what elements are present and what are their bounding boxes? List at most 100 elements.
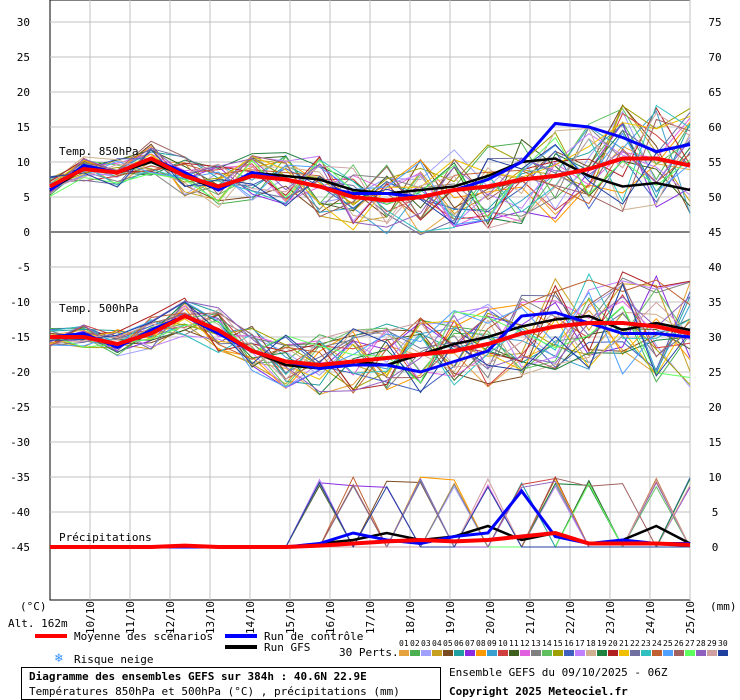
chart-title: Diagramme des ensembles GEFS sur 384h : …: [29, 670, 367, 683]
x-tick-label: 13/10: [204, 601, 217, 634]
left-tick-label: 25: [17, 51, 30, 64]
t850-gfs-line: [49, 157, 691, 195]
perturbation-swatch: [443, 650, 453, 656]
perturbation-swatch: [553, 650, 563, 656]
x-tick-label: 23/10: [604, 601, 617, 634]
right-tick-label: 25: [708, 366, 721, 379]
legend-mean-label: Moyenne des scénarios: [74, 630, 214, 643]
ensemble-run-label: Ensemble GEFS du 09/10/2025 - 06Z: [449, 666, 668, 679]
altitude-label: Alt. 162m: [8, 617, 68, 630]
perturbation-number: 29: [707, 639, 717, 648]
perturbation-swatch: [663, 650, 673, 656]
perturbation-number: 15: [553, 639, 563, 648]
left-tick-label: 20: [17, 86, 30, 99]
t500-mean-line: [50, 313, 691, 368]
perturbation-swatch: [564, 650, 574, 656]
t500-perturbation-line: [49, 271, 691, 391]
right-tick-label: 55: [708, 156, 721, 169]
t500-panel-label: Temp. 500hPa: [59, 302, 139, 315]
perturbation-swatch: [531, 650, 541, 656]
left-tick-label: -15: [10, 331, 30, 344]
perturbation-number: 17: [575, 639, 585, 648]
perturbation-swatch: [509, 650, 519, 656]
perturbation-number: 04: [432, 639, 442, 648]
t500-control-line: [49, 310, 691, 374]
x-tick-label: 10/10: [84, 601, 97, 634]
x-tick-label: 24/10: [644, 601, 657, 634]
right-tick-label: 75: [708, 16, 721, 29]
perturbation-swatch: [399, 650, 409, 656]
legend-gfs-label: Run GFS: [264, 641, 311, 654]
perturbation-swatch: [652, 650, 662, 656]
left-tick-label: 30: [17, 16, 30, 29]
t500-perturbation-line: [49, 296, 691, 393]
left-tick-label: -25: [10, 401, 30, 414]
perturbation-swatch: [586, 650, 596, 656]
perturbation-number: 26: [674, 639, 684, 648]
x-tick-label: 19/10: [444, 601, 457, 634]
snowflake-icon: ❄: [55, 651, 63, 666]
perturbation-swatch: [619, 650, 629, 656]
main-series-lines: [49, 121, 691, 549]
t850-perturbation-line: [49, 118, 691, 220]
x-tick-label: 17/10: [364, 601, 377, 634]
precip-panel-label: Précipitations: [59, 531, 152, 544]
legend-mean-swatch: [35, 634, 67, 638]
right-tick-label: 10: [708, 471, 721, 484]
perturbation-number: 30: [718, 639, 728, 648]
x-tick-label: 14/10: [244, 601, 257, 634]
perturbation-number: 18: [586, 639, 596, 648]
perturbation-swatch: [421, 650, 431, 656]
left-tick-label: -30: [10, 436, 30, 449]
perturbation-number: 08: [476, 639, 486, 648]
title-box: Diagramme des ensembles GEFS sur 384h : …: [21, 667, 441, 700]
legend-gfs-swatch: [225, 645, 257, 649]
perturbation-number: 27: [685, 639, 695, 648]
perturbation-swatch: [597, 650, 607, 656]
legend-control-label: Run de contrôle: [264, 630, 364, 643]
right-tick-label: 45: [708, 226, 721, 239]
perturbation-number: 13: [531, 639, 541, 648]
t850-perturbation-line: [49, 106, 691, 229]
chart-grid: [49, 0, 691, 601]
t850-perturbation-line: [49, 117, 691, 228]
t500-perturbation-line: [49, 279, 691, 394]
perturbation-swatch: [410, 650, 420, 656]
perturbation-number: 19: [597, 639, 607, 648]
x-tick-label: 20/10: [484, 601, 497, 634]
right-tick-label: 60: [708, 121, 721, 134]
left-tick-label: 15: [17, 121, 30, 134]
right-tick-label: 70: [708, 51, 721, 64]
perturbation-number: 21: [619, 639, 629, 648]
left-tick-label: -20: [10, 366, 30, 379]
perturbation-swatch: [520, 650, 530, 656]
x-tick-label: 15/10: [284, 601, 297, 634]
perturbation-number: 12: [520, 639, 530, 648]
perturbation-swatch: [608, 650, 618, 656]
left-tick-label: 10: [17, 156, 30, 169]
x-tick-label: 18/10: [404, 601, 417, 634]
perturbations-label: 30 Perts.: [339, 646, 399, 659]
perturbation-swatch: [465, 650, 475, 656]
perturbation-swatch: [498, 650, 508, 656]
perturbation-swatch: [542, 650, 552, 656]
perturbation-number: 11: [509, 639, 519, 648]
perturbation-number: 10: [498, 639, 508, 648]
perturbation-number: 06: [454, 639, 464, 648]
x-tick-label: 11/10: [124, 601, 137, 634]
perturbation-swatch: [630, 650, 640, 656]
copyright-label: Copyright 2025 Meteociel.fr: [449, 685, 628, 698]
left-tick-label: -40: [10, 506, 30, 519]
perturbation-swatch: [718, 650, 728, 656]
perturbation-number: 02: [410, 639, 420, 648]
right-tick-label: 35: [708, 296, 721, 309]
t500-perturbation-line: [49, 291, 691, 392]
t850-panel-label: Temp. 850hPa: [59, 145, 139, 158]
right-tick-label: 20: [708, 401, 721, 414]
perturbation-number: 03: [421, 639, 431, 648]
t500-perturbation-line: [49, 301, 691, 381]
perturbation-number: 25: [663, 639, 673, 648]
perturbation-swatch: [487, 650, 497, 656]
legend-snow-label: Risque neige: [74, 653, 154, 666]
